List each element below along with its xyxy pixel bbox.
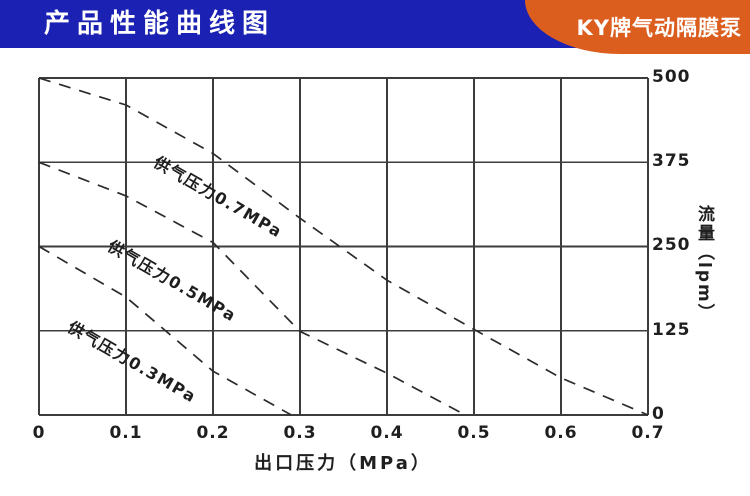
x-axis-title: 出口压力（MPa） xyxy=(254,453,432,474)
y-tick-250: 250 xyxy=(652,235,691,255)
x-tick-0-6: 0.6 xyxy=(544,423,578,443)
y-tick-375: 375 xyxy=(652,151,691,171)
y-tick-125: 125 xyxy=(652,320,691,340)
x-tick-0-2: 0.2 xyxy=(196,423,230,443)
x-tick-0-1: 0.1 xyxy=(109,423,143,443)
y-tick-500: 500 xyxy=(652,67,691,87)
x-tick-0-3: 0.3 xyxy=(283,423,317,443)
page-title: 产品性能曲线图 xyxy=(44,9,276,39)
y-axis-title: 流量（lpm） xyxy=(694,205,714,323)
x-tick-0-7: 0.7 xyxy=(631,423,665,443)
x-tick-0: 0 xyxy=(32,423,46,443)
brand-badge-label: KY牌气动隔膜泵 xyxy=(576,16,742,40)
x-tick-0-5: 0.5 xyxy=(457,423,491,443)
x-tick-0-4: 0.4 xyxy=(370,423,404,443)
y-tick-0: 0 xyxy=(652,404,665,424)
